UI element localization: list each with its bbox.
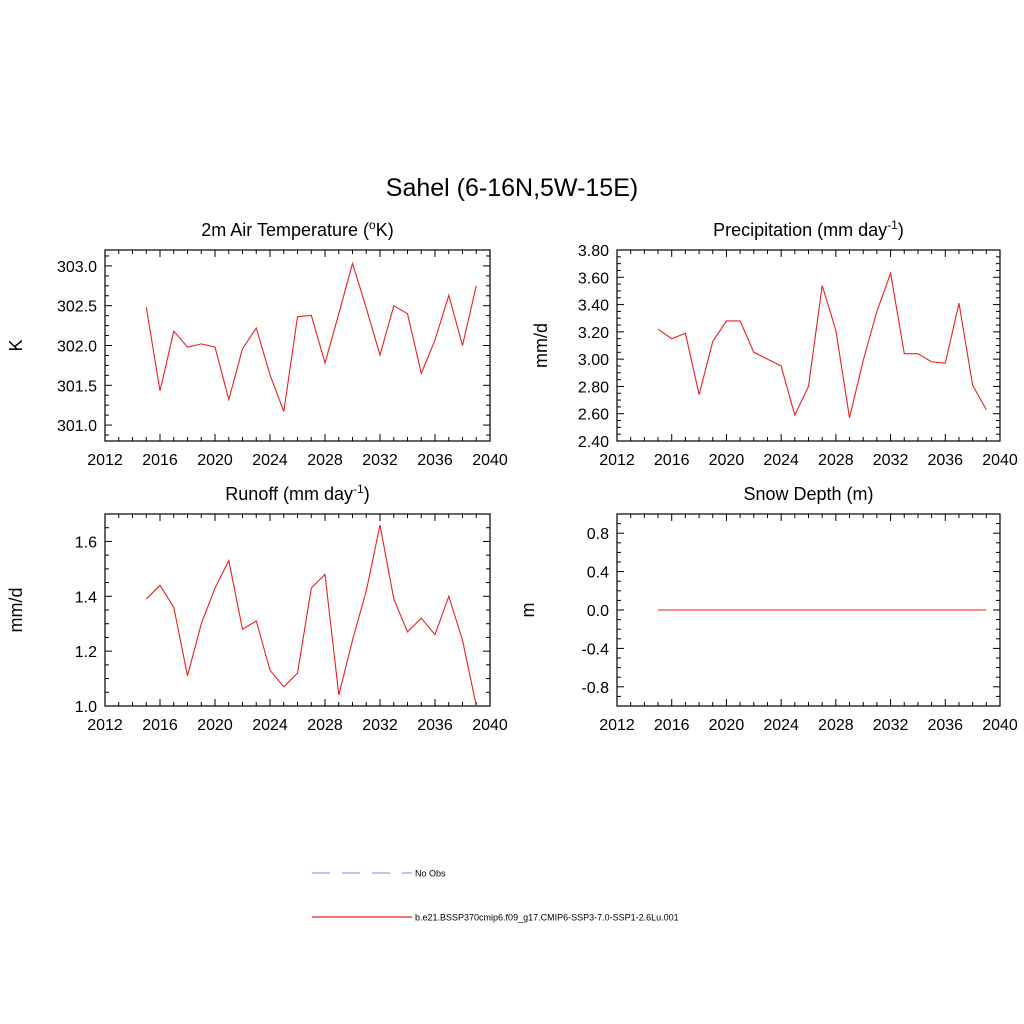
x-tick-label: 2024 <box>252 452 288 469</box>
panel-title: Runoff (mm day-1) <box>225 482 369 504</box>
legend-item: b.e21.BSSP370cmip6.f09_g17.CMIP6-SSP3-7.… <box>312 913 679 923</box>
panel-title-superscript: -1 <box>887 218 898 232</box>
x-tick-label: 2032 <box>362 717 398 734</box>
x-tick-label: 2032 <box>362 452 398 469</box>
x-tick-label: 2012 <box>87 452 123 469</box>
x-tick-label: 2028 <box>818 452 854 469</box>
y-axis-label: mm/d <box>6 588 26 633</box>
x-tick-label: 2036 <box>927 452 963 469</box>
panel-precipitation: 2012 2016 2020 2024 2028 2032 2036 2040 2.40 2.60… <box>531 218 1018 469</box>
y-tick-label: 2.60 <box>578 407 609 424</box>
panel-title-main: Runoff (mm day <box>225 484 353 504</box>
y-tick-label: 302.5 <box>57 299 97 316</box>
x-tick-label: 2028 <box>307 452 343 469</box>
x-tick-label: 2016 <box>142 452 178 469</box>
x-tick-label: 2036 <box>417 452 453 469</box>
series-line <box>145 261 477 412</box>
y-axis-label: mm/d <box>531 323 551 368</box>
panel-title-main: 2m Air Temperature ( <box>201 220 369 240</box>
y-tick-label: 302.0 <box>57 339 97 356</box>
x-tick-label: 2024 <box>763 452 799 469</box>
y-axis-label: K <box>6 339 26 351</box>
panel-title-main: Precipitation (mm day <box>713 220 887 240</box>
y-tick-label: 3.20 <box>578 325 609 342</box>
main-title: Sahel (6-16N,5W-15E) <box>386 174 638 202</box>
legend-item: No Obs <box>312 869 446 879</box>
panel-title: Snow Depth (m) <box>743 484 873 504</box>
y-tick-label: 2.40 <box>578 434 609 451</box>
x-tick-label: 2012 <box>87 717 123 734</box>
y-tick-label: 1.2 <box>75 644 97 661</box>
x-tick-label: 2020 <box>197 717 233 734</box>
x-tick-label: 2040 <box>472 717 508 734</box>
x-tick-label: 2016 <box>142 717 178 734</box>
y-tick-label: 1.6 <box>75 534 97 551</box>
y-axis-label: m <box>518 603 538 618</box>
panels: 2012 2016 2020 2024 2028 2032 2036 2040 301.0 301… <box>6 218 1018 734</box>
panel-temperature: 2012 2016 2020 2024 2028 2032 2036 2040 301.0 301… <box>6 218 508 469</box>
y-tick-label: 0.4 <box>587 565 609 582</box>
x-tick-label: 2028 <box>818 717 854 734</box>
series-line <box>657 271 987 418</box>
y-tick-label: 3.80 <box>578 243 609 260</box>
x-tick-label: 2036 <box>417 717 453 734</box>
x-tick-label: 2020 <box>197 452 233 469</box>
y-tick-label: 0.0 <box>587 603 609 620</box>
x-tick-label: 2032 <box>873 452 909 469</box>
y-tick-label: 0.8 <box>587 526 609 543</box>
panel-title-end: ) <box>898 220 904 240</box>
panel-title: Precipitation (mm day-1) <box>713 218 904 240</box>
panel-title-main: Snow Depth (m) <box>743 484 873 504</box>
panel-title-superscript: o <box>369 218 376 232</box>
series-line <box>145 524 477 707</box>
panel-snow-depth: 2012 2016 2020 2024 2028 2032 2036 2040 -0.8 -0.4… <box>518 484 1018 734</box>
x-tick-label: 2040 <box>472 452 508 469</box>
x-tick-label: 2032 <box>873 717 909 734</box>
x-tick-label: 2012 <box>599 452 635 469</box>
legend: No Obs b.e21.BSSP370cmip6.f09_g17.CMIP6-S… <box>312 869 679 923</box>
panel-runoff: 2012 2016 2020 2024 2028 2032 2036 2040 1.0 1.2 1.… <box>6 482 508 734</box>
plot-frame <box>616 249 1001 442</box>
legend-label: b.e21.BSSP370cmip6.f09_g17.CMIP6-SSP3-7.… <box>415 913 679 923</box>
plot-frame <box>104 513 491 707</box>
y-tick-label: -0.4 <box>581 641 609 658</box>
x-tick-label: 2028 <box>307 717 343 734</box>
x-tick-label: 2024 <box>252 717 288 734</box>
x-tick-label: 2016 <box>654 717 690 734</box>
y-tick-label: 3.40 <box>578 298 609 315</box>
x-tick-label: 2016 <box>654 452 690 469</box>
panel-title-superscript: -1 <box>353 482 364 496</box>
x-tick-label: 2020 <box>709 452 745 469</box>
legend-label: No Obs <box>415 869 446 879</box>
y-tick-label: 303.0 <box>57 259 97 276</box>
y-tick-label: 1.4 <box>75 589 97 606</box>
y-tick-label: 2.80 <box>578 379 609 396</box>
y-tick-label: 301.5 <box>57 378 97 395</box>
panel-title: 2m Air Temperature (oK) <box>201 218 393 240</box>
y-tick-label: 3.60 <box>578 270 609 287</box>
x-tick-label: 2040 <box>982 452 1018 469</box>
y-tick-label: 1.0 <box>75 699 97 716</box>
panel-title-end: K) <box>376 220 394 240</box>
x-tick-label: 2024 <box>763 717 799 734</box>
panel-title-end: ) <box>364 484 370 504</box>
y-tick-label: -0.8 <box>581 680 609 697</box>
x-tick-label: 2036 <box>927 717 963 734</box>
y-tick-label: 3.00 <box>578 352 609 369</box>
x-tick-label: 2012 <box>599 717 635 734</box>
y-tick-label: 301.0 <box>57 418 97 435</box>
x-tick-label: 2020 <box>709 717 745 734</box>
x-tick-label: 2040 <box>982 717 1018 734</box>
